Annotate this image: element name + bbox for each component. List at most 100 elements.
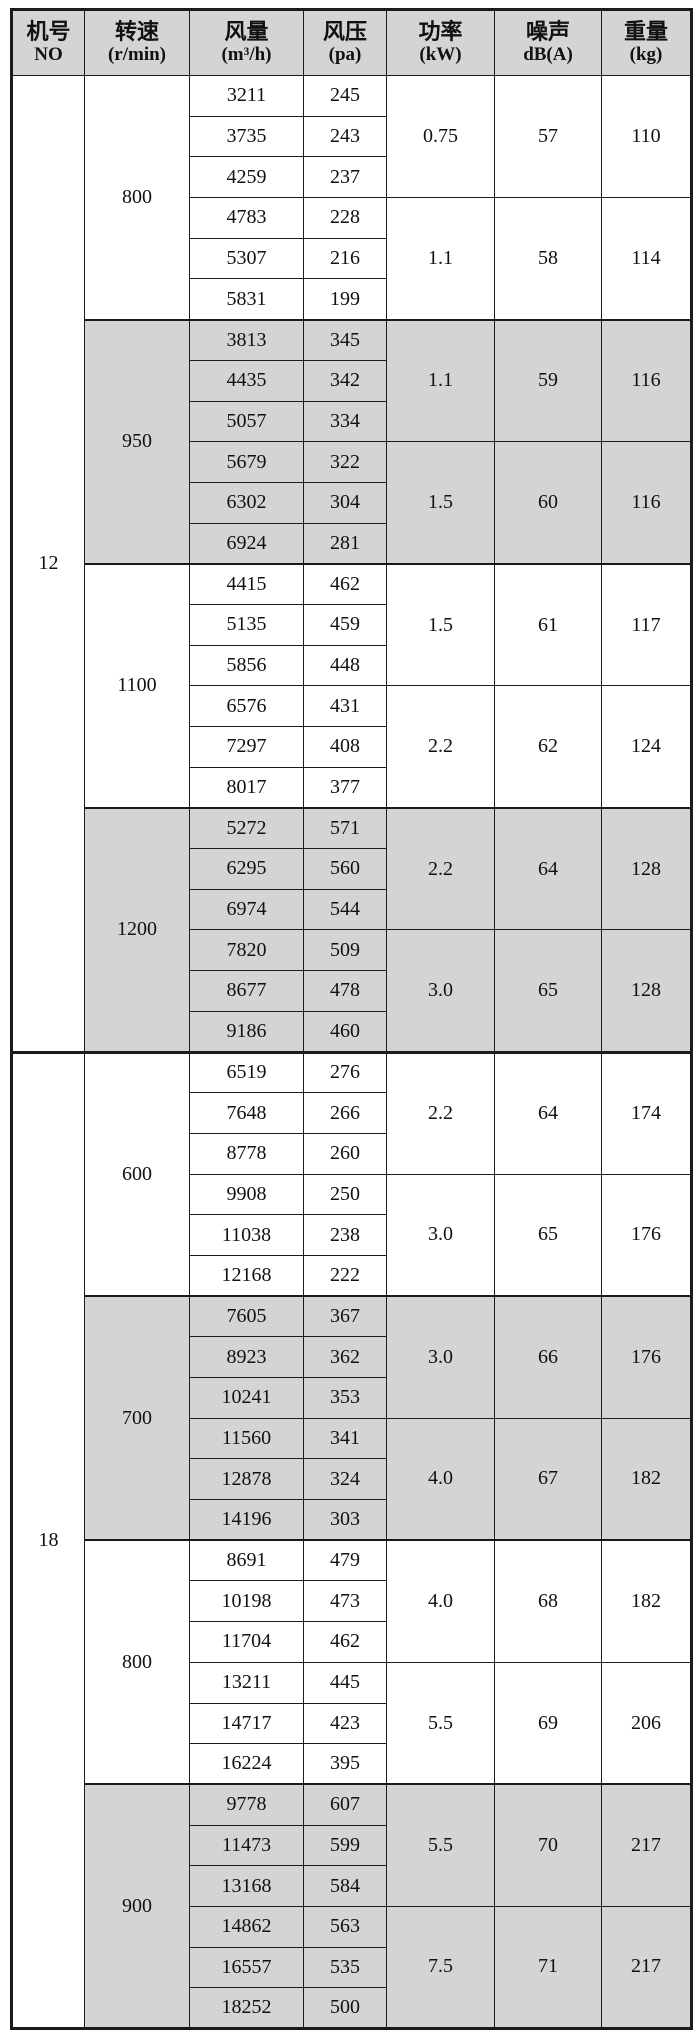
weight-cell: 116 (601, 318, 692, 443)
speed-cell: 1200 (84, 806, 190, 1053)
flow-cell: 5831 (189, 278, 304, 321)
pressure-cell: 560 (303, 848, 387, 890)
table-row: 950 3813 345 1.1 59 116 (12, 318, 692, 565)
header-cell-pressure: 风压 (pa) (303, 9, 387, 76)
flow-cell: 4259 (189, 156, 304, 199)
header-label: 噪声 (525, 18, 570, 44)
speed-cell: 800 (84, 74, 190, 321)
power-cell: 4.0 (386, 1417, 495, 1541)
weight-cell: 176 (601, 1295, 692, 1419)
pressure-cell: 599 (303, 1824, 387, 1867)
flow-cell: 5856 (189, 644, 304, 687)
machine-no-cell: 18 (11, 1050, 85, 2029)
pressure-cell: 544 (303, 888, 387, 931)
pressure-cell: 459 (303, 603, 387, 646)
flow-cell: 6295 (189, 848, 304, 890)
pressure-cell: 478 (303, 970, 387, 1012)
pressure-cell: 607 (303, 1783, 387, 1826)
power-cell: 4.0 (386, 1539, 495, 1663)
weight-cell: 217 (601, 1905, 692, 2030)
table-row: 4435 342 (12, 359, 692, 402)
header-label: 风量 (224, 18, 269, 44)
noise-cell: 69 (494, 1661, 602, 1785)
header-label: 功率 (418, 18, 463, 44)
pressure-cell: 216 (303, 237, 387, 280)
table-row: 8778 260 (12, 1132, 692, 1175)
flow-cell: 8017 (189, 766, 304, 809)
noise-cell: 62 (494, 685, 602, 809)
pressure-cell: 222 (303, 1254, 387, 1297)
flow-cell: 10241 (189, 1377, 304, 1419)
noise-cell: 59 (494, 318, 602, 443)
header-unit: (pa) (328, 44, 362, 66)
power-cell: 1.1 (386, 318, 495, 443)
table-row: 6302 304 (12, 481, 692, 524)
power-cell: 5.5 (386, 1783, 495, 1907)
table-row: 5135 459 (12, 603, 692, 646)
pressure-cell: 445 (303, 1661, 387, 1704)
pressure-cell: 245 (303, 75, 387, 117)
pressure-cell: 395 (303, 1743, 387, 1785)
pressure-cell: 341 (303, 1417, 387, 1460)
flow-cell: 5135 (189, 603, 304, 646)
header-unit: (kg) (629, 44, 663, 66)
table-row: 14196 303 (12, 1499, 692, 1541)
power-cell: 1.5 (386, 441, 495, 565)
flow-cell: 14717 (189, 1702, 304, 1745)
noise-cell: 66 (494, 1295, 602, 1419)
pressure-cell: 260 (303, 1132, 387, 1175)
flow-cell: 18252 (189, 1987, 304, 2029)
noise-cell: 70 (494, 1783, 602, 1907)
noise-cell: 57 (494, 74, 602, 199)
flow-cell: 7648 (189, 1092, 304, 1134)
flow-cell: 6576 (189, 685, 304, 727)
speed-cell: 950 (84, 318, 190, 565)
table-row: 7648 266 (12, 1092, 692, 1134)
weight-cell: 124 (601, 685, 692, 809)
flow-cell: 9778 (189, 1783, 304, 1826)
header-row: 机号 NO 转速 (r/min) 风量 (m³/h) 风压 (pa) 功率 (kW) 噪声… (11, 9, 692, 76)
flow-cell: 11560 (189, 1417, 304, 1460)
flow-cell: 9186 (189, 1010, 304, 1053)
header-cell-speed: 转速 (r/min) (84, 9, 190, 76)
table-row: 1100 4415 462 1.5 61 117 (12, 562, 692, 809)
flow-cell: 16224 (189, 1743, 304, 1785)
pressure-cell: 431 (303, 685, 387, 727)
machine-no-cell: 12 (11, 75, 85, 1053)
header-cell-machine-no: 机号 NO (11, 9, 85, 76)
pressure-cell: 243 (303, 115, 387, 158)
table-row: 5307 216 (12, 237, 692, 280)
pressure-cell: 448 (303, 644, 387, 687)
flow-cell: 14862 (189, 1905, 304, 1948)
table-row: 12 800 3211 245 0.75 57 110 (11, 74, 692, 1053)
table-row: 800 8691 479 4.0 68 182 (12, 1539, 692, 1785)
header-unit: NO (34, 44, 63, 66)
header-label: 重量 (623, 18, 668, 44)
header-unit: dB(A) (523, 44, 573, 66)
power-cell: 2.2 (386, 685, 495, 809)
pressure-cell: 303 (303, 1499, 387, 1541)
table-row: 18252 500 (12, 1987, 692, 2029)
flow-cell: 6974 (189, 888, 304, 931)
table-row: 11038 238 (12, 1214, 692, 1256)
power-cell: 3.0 (386, 1173, 495, 1297)
table-row: 900 9778 607 5.5 70 217 (12, 1783, 692, 2030)
header-unit: (m³/h) (221, 44, 272, 66)
pressure-cell: 460 (303, 1010, 387, 1053)
header-unit: (kW) (419, 44, 462, 66)
table-row: 16224 395 (12, 1743, 692, 1785)
weight-cell: 182 (601, 1417, 692, 1541)
noise-cell: 65 (494, 929, 602, 1053)
flow-cell: 5057 (189, 400, 304, 443)
noise-cell: 64 (494, 1050, 602, 1175)
pressure-cell: 304 (303, 481, 387, 524)
noise-cell: 60 (494, 441, 602, 565)
pressure-cell: 324 (303, 1458, 387, 1501)
pressure-cell: 322 (303, 441, 387, 483)
table-row: 4783 228 1.1 58 114 (12, 197, 692, 321)
table-row: 700 7605 367 3.0 66 176 (12, 1295, 692, 1541)
flow-cell: 4783 (189, 197, 304, 239)
pressure-cell: 228 (303, 197, 387, 239)
power-cell: 1.1 (386, 197, 495, 321)
pressure-cell: 423 (303, 1702, 387, 1745)
